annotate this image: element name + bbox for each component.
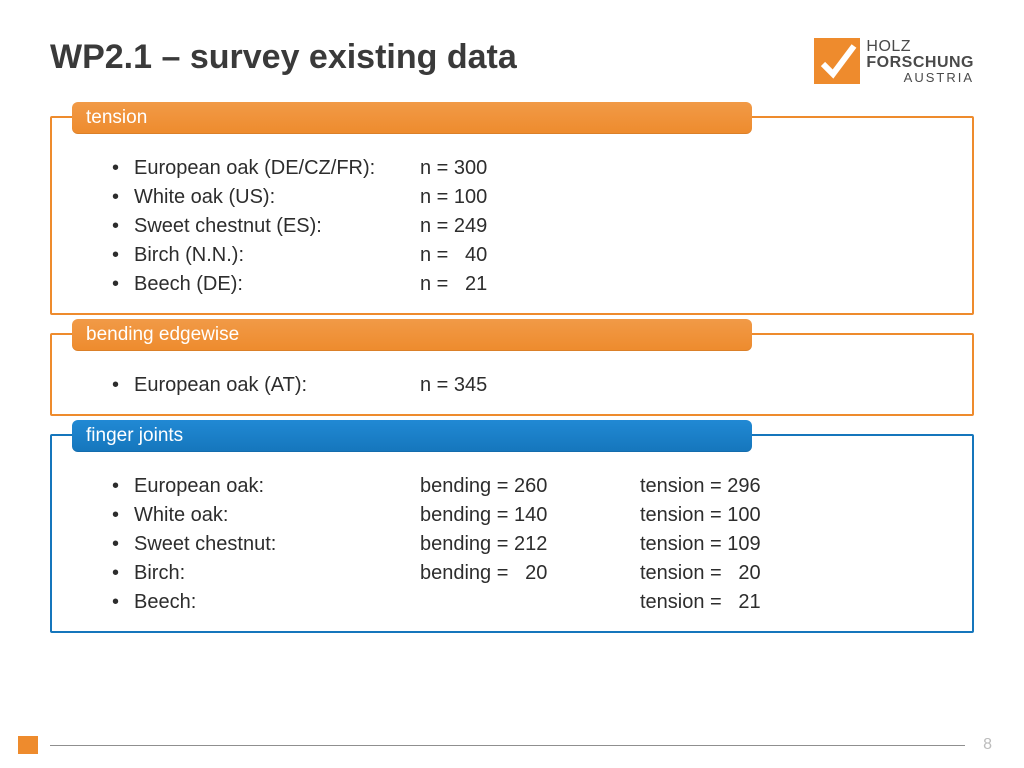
row-value-tension: tension = 296 [640, 472, 761, 501]
logo: HOLZ FORSCHUNG AUSTRIA [814, 38, 974, 84]
footer-divider [50, 745, 965, 746]
row-label: Beech: [134, 588, 420, 617]
row-label: Beech (DE): [134, 270, 420, 299]
logo-line1: HOLZ [866, 39, 974, 55]
list-item: •European oak:bending = 260tension = 296 [112, 472, 950, 501]
panel-bending: bending edgewise •European oak (AT):n = … [50, 333, 974, 416]
row-value-bending: bending = 140 [420, 501, 640, 530]
list-item: •Birch:bending = 20tension = 20 [112, 559, 950, 588]
slide-footer: 8 [0, 736, 1024, 754]
row-value: n = 100 [420, 183, 640, 212]
row-label: White oak (US): [134, 183, 420, 212]
panel-header-bending: bending edgewise [72, 319, 752, 351]
slide-title: WP2.1 – survey existing data [50, 38, 517, 77]
list-item: •European oak (DE/CZ/FR):n = 300 [112, 154, 950, 183]
logo-line2: FORSCHUNG [866, 55, 974, 71]
list-item: •Birch (N.N.):n = 40 [112, 241, 950, 270]
row-value: n = 249 [420, 212, 640, 241]
row-value: n = 21 [420, 270, 640, 299]
row-value-bending: bending = 260 [420, 472, 640, 501]
list-item: •Sweet chestnut:bending = 212tension = 1… [112, 530, 950, 559]
logo-mark-icon [814, 38, 860, 84]
slide-content: tension •European oak (DE/CZ/FR):n = 300… [0, 84, 1024, 633]
row-label: Birch: [134, 559, 420, 588]
panel-finger-joints: finger joints •European oak:bending = 26… [50, 434, 974, 633]
row-label: Sweet chestnut: [134, 530, 420, 559]
page-number: 8 [983, 736, 992, 754]
row-label: European oak (AT): [134, 371, 420, 400]
list-item: •White oak:bending = 140tension = 100 [112, 501, 950, 530]
row-value-tension: tension = 21 [640, 588, 761, 617]
row-value-bending: bending = 212 [420, 530, 640, 559]
panel-header-tension: tension [72, 102, 752, 134]
row-label: European oak: [134, 472, 420, 501]
logo-line3: AUSTRIA [866, 71, 974, 84]
row-value-tension: tension = 20 [640, 559, 761, 588]
row-value-tension: tension = 109 [640, 530, 761, 559]
row-label: Birch (N.N.): [134, 241, 420, 270]
row-label: Sweet chestnut (ES): [134, 212, 420, 241]
list-item: •Beech:tension = 21 [112, 588, 950, 617]
panel-tension: tension •European oak (DE/CZ/FR):n = 300… [50, 116, 974, 315]
list-item: •Beech (DE):n = 21 [112, 270, 950, 299]
row-value-tension: tension = 100 [640, 501, 761, 530]
row-value-bending [420, 588, 640, 617]
row-value: n = 300 [420, 154, 640, 183]
panel-header-finger-joints: finger joints [72, 420, 752, 452]
row-value: n = 345 [420, 371, 640, 400]
list-item: •White oak (US):n = 100 [112, 183, 950, 212]
row-label: White oak: [134, 501, 420, 530]
row-value: n = 40 [420, 241, 640, 270]
list-item: •European oak (AT):n = 345 [112, 371, 950, 400]
row-label: European oak (DE/CZ/FR): [134, 154, 420, 183]
list-item: •Sweet chestnut (ES):n = 249 [112, 212, 950, 241]
slide-header: WP2.1 – survey existing data HOLZ FORSCH… [0, 0, 1024, 84]
footer-swatch-icon [18, 736, 38, 754]
row-value-bending: bending = 20 [420, 559, 640, 588]
logo-text: HOLZ FORSCHUNG AUSTRIA [866, 39, 974, 84]
